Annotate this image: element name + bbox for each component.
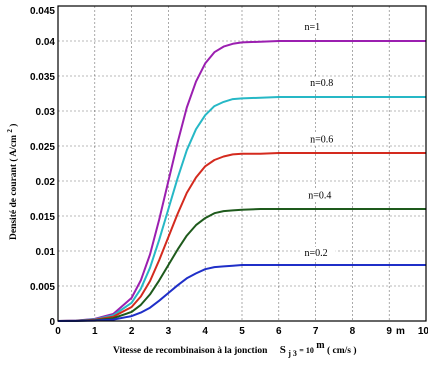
x-axis-title-eq: = 10 bbox=[299, 346, 314, 355]
series-label: n=0.2 bbox=[305, 248, 328, 259]
series-label: n=0.8 bbox=[310, 78, 333, 89]
y-tick-label: 0.025 bbox=[30, 142, 55, 153]
y-tick-label: 0.035 bbox=[30, 72, 55, 83]
series-line-n=0.6 bbox=[57, 152, 426, 322]
series-labels: n=1 n=0.8 n=0.6 n=0.4 n=0.2 bbox=[301, 20, 342, 259]
x-tick-label: 8 bbox=[350, 326, 356, 337]
y-axis-title-prefix: Densité de courant ( A/cm bbox=[8, 135, 19, 240]
y-tick-label: 0.01 bbox=[36, 247, 56, 258]
x-axis-title-sup: m bbox=[316, 340, 325, 351]
series-line-n=0.2 bbox=[57, 264, 426, 322]
series-label: n=0.6 bbox=[310, 135, 333, 146]
x-axis-variable-label: m bbox=[396, 326, 405, 337]
series-label-background bbox=[305, 189, 340, 202]
x-tick-label: 5 bbox=[239, 326, 245, 337]
series-line-n=0.8 bbox=[57, 96, 426, 322]
series-label-background bbox=[301, 20, 325, 33]
x-axis-title-sub: j 3 bbox=[287, 349, 297, 358]
y-tick-label: 0.015 bbox=[30, 212, 55, 223]
series-line-n=0.4 bbox=[57, 208, 426, 322]
x-tick-label: 1 bbox=[92, 326, 98, 337]
x-tick-label: 2 bbox=[129, 326, 135, 337]
x-axis-title: Vitesse de recombinaison à la jonction S… bbox=[113, 340, 357, 359]
series-label: n=0.4 bbox=[308, 191, 331, 202]
x-axis-title-var: S bbox=[280, 344, 286, 356]
series-label-background bbox=[301, 246, 336, 259]
x-tick-label: 6 bbox=[276, 326, 282, 337]
x-tick-label: 7 bbox=[313, 326, 319, 337]
series-lines bbox=[57, 40, 426, 322]
x-tick-label: 3 bbox=[166, 326, 172, 337]
y-axis-title: Densité de courant ( A/cm 2 ) bbox=[5, 124, 19, 240]
x-tick-label: 0 bbox=[55, 326, 61, 337]
x-axis-title-unit: ( cm/s ) bbox=[327, 345, 357, 356]
y-tick-label: 0.02 bbox=[36, 177, 56, 188]
series-label: n=1 bbox=[305, 22, 321, 33]
tick-labels: 0 1 2 3 4 5 6 7 8 9 10 0 0.005 0.01 0.015 0.02 0.025 0.03… bbox=[30, 6, 428, 337]
y-axis-title-sup: 2 bbox=[6, 129, 14, 133]
y-tick-label: 0.045 bbox=[30, 6, 55, 17]
y-tick-label: 0.005 bbox=[30, 282, 55, 293]
series-label-background bbox=[307, 133, 342, 146]
x-tick-label: 10 bbox=[418, 326, 428, 337]
grid bbox=[58, 6, 426, 321]
x-tick-label: 4 bbox=[202, 326, 208, 337]
plot-frame bbox=[57, 5, 427, 322]
y-tick-label: 0.03 bbox=[36, 107, 56, 118]
series-line-n=1 bbox=[57, 40, 426, 322]
y-axis-title-suffix: ) bbox=[8, 124, 19, 127]
y-tick-label: 0.04 bbox=[36, 37, 56, 48]
x-axis-title-prefix: Vitesse de recombinaison à la jonction bbox=[113, 346, 268, 356]
series-label-background bbox=[307, 76, 342, 89]
y-tick-label: 0 bbox=[49, 317, 55, 328]
x-tick-label: 9 bbox=[386, 326, 392, 337]
